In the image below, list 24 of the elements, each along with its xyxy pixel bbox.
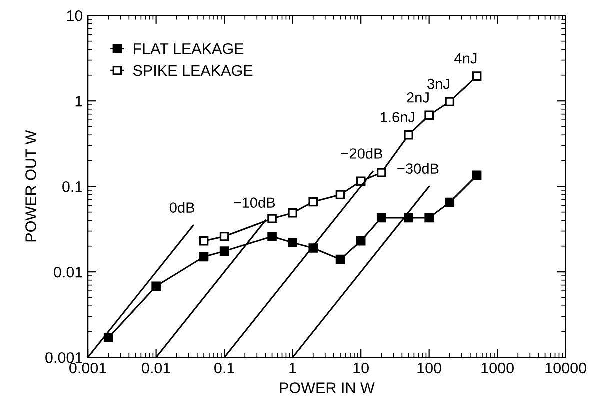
y-tick-label: 1 [76, 96, 82, 107]
x-tick-label: 100 [418, 362, 442, 374]
legend-label: FLAT LEAKAGE [134, 43, 244, 54]
x-tick-label: 10 [354, 362, 369, 374]
annotation: −20dB [341, 148, 383, 159]
x-tick-label: 10000 [546, 362, 586, 374]
y-tick-label: 0.001 [46, 352, 82, 364]
y-axis-title: POWER OUT W [26, 130, 36, 242]
y-tick-label: 0.01 [54, 266, 82, 278]
legend-label: SPIKE LEAKAGE [133, 65, 253, 76]
y-tick-label: 10 [67, 10, 83, 22]
annotation: −10dB [234, 197, 276, 208]
annotation: −30dB [398, 163, 439, 174]
annotation: 4nJ [454, 54, 477, 64]
x-tick-label: 1 [290, 362, 296, 374]
annotation: 3nJ [428, 78, 450, 90]
x-tick-label: 1000 [482, 362, 514, 374]
x-tick-label: 0.01 [142, 362, 170, 374]
y-tick-label: 0.1 [62, 181, 82, 192]
annotation: 2nJ [407, 92, 429, 103]
x-axis-title: POWER IN W [280, 382, 375, 394]
x-tick-label: 0.1 [214, 362, 234, 374]
annotation: 1.6nJ [380, 112, 414, 123]
annotation: 0dB [170, 202, 195, 213]
